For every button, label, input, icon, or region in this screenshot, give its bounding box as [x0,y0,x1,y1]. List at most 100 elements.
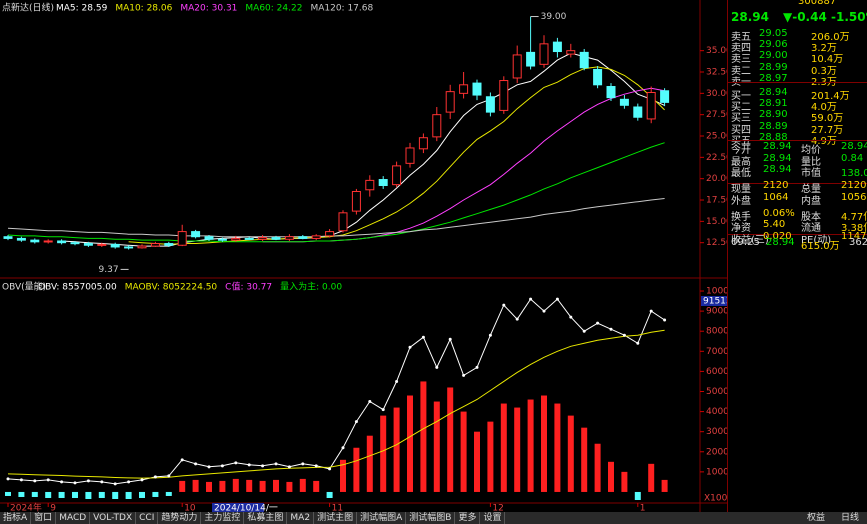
separator [728,234,867,235]
tab[interactable]: 私募主图 [244,512,288,524]
obv-bar [45,491,52,498]
obv-dot [140,478,144,482]
side-tab[interactable]: 权益 [806,513,825,523]
trade-cell: 28.94 [766,237,795,248]
tab[interactable]: 主力监控 [201,512,245,524]
obv-dot [582,329,586,333]
obv-bar [433,401,440,492]
background [0,0,727,512]
book-price: 29.06 [759,39,788,51]
candle-body [472,82,482,96]
stat-label: 最高 [731,156,751,168]
candle-body [137,245,147,249]
y-tick-label: 40000 [706,407,727,417]
y-tick-label: 32.50 [706,68,727,78]
obv-bar [313,480,320,492]
obv-bar [206,481,212,492]
obv-bar [393,407,400,492]
obv-bar [474,431,480,492]
tab[interactable]: MA2 [287,512,315,524]
y-tick-label: 20.00 [706,174,727,184]
x-tick-label: 10 [184,504,196,513]
side-tab[interactable]: 日线 [840,513,859,523]
tab[interactable]: 设置 [480,512,506,524]
book-volume: 27.7万 [811,124,844,136]
stat-value: 3.38亿 [841,223,867,235]
stat-label: 量比 [801,156,821,168]
candle-body [83,243,93,246]
candle-body [512,54,522,79]
tab[interactable]: VOL-TDX [90,512,137,524]
book-label: 买二 [731,102,751,114]
tab[interactable]: 指标A [0,512,32,524]
tab[interactable]: 测试主图 [314,512,358,524]
y-tick-label: 12.50 [706,238,727,248]
stat-label: 内盘 [801,195,821,207]
stat-value: 28.94 [841,141,867,152]
tab[interactable]: 更多 [455,512,481,524]
candle-body [646,91,656,120]
stat-label: 均价 [801,145,821,156]
obv-bar [98,491,105,498]
book-price: 28.89 [759,120,788,132]
candle-body [298,236,308,239]
indicator-line [61,52,665,247]
stat-value: 1147.3 [841,230,867,242]
obv-dot [368,400,372,404]
book-label: 卖一 [731,76,751,88]
obv-dot [475,365,479,369]
tab[interactable]: 趋势动力 [158,512,202,524]
candle-body [445,91,455,113]
obv-dot [596,321,600,325]
candle-body [43,240,53,243]
obv-bar [527,399,534,492]
legend-entry: MA10: 28.06 [115,4,172,14]
obv-bar [447,387,454,492]
obv-bar [608,461,614,492]
obv-bar [326,491,333,498]
book-price: 28.91 [759,98,788,110]
obv-dot [381,408,385,412]
candle-body [405,147,415,164]
obv-bar [259,480,266,492]
y-tick-label: 22.50 [706,153,727,163]
y-tick-label: 30.00 [706,89,727,99]
book-volume: 59.0万 [811,113,844,125]
obv-dot [448,337,452,341]
tab[interactable]: 测试幅图B [406,512,456,524]
obv-bar [232,478,239,492]
y-tick-label: 25.00 [706,132,727,142]
candle-body [150,243,160,247]
candle-body [30,239,40,243]
y-tick-label: 60000 [706,367,727,377]
obv-dot [234,461,238,465]
candle-body [552,41,562,53]
candle-body [271,237,281,240]
obv-bar [581,427,588,492]
tab[interactable]: 测试幅图A [357,512,407,524]
candle-body [244,237,254,240]
obv-bar [554,403,561,492]
book-label: 买一 [731,91,751,102]
tab[interactable]: 窗口 [31,512,57,524]
stat-label: 净资 [731,223,751,235]
tab[interactable]: CCI [136,512,159,524]
stat-value: 1056 [841,191,867,203]
legend-entry: MA120: 17.68 [310,4,373,14]
candle-body [338,212,348,232]
book-price: 28.97 [759,72,788,84]
book-label: 卖五 [731,32,751,43]
stat-label: 最低 [731,168,751,180]
candle-body [593,68,603,86]
tab[interactable]: MACD [56,512,91,524]
x-tick-label: 2024年 [10,502,42,513]
candle-body [365,179,375,191]
candle-body [325,231,335,237]
obv-bar [125,491,132,499]
obv-dot [408,345,412,349]
candle-body [606,86,616,99]
obv-dot [488,333,492,337]
obv-dot [622,333,626,337]
obv-bar [541,395,547,492]
stat-value: 1064 [763,191,789,203]
